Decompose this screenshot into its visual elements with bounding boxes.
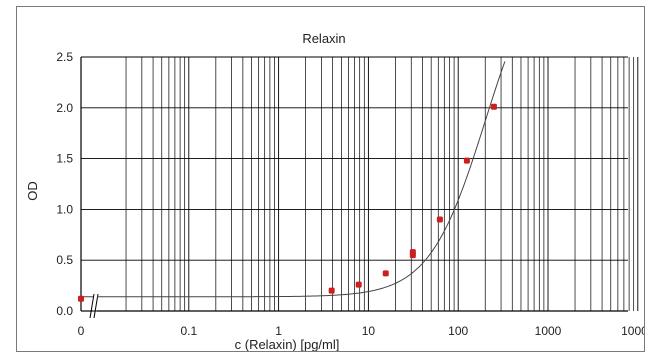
x-axis-label: c (Relaxin) [pg/ml]: [235, 337, 340, 351]
chart-title: Relaxin: [302, 31, 345, 46]
x-tick-label: 10: [362, 324, 376, 338]
y-tick-label: 2.5: [56, 50, 73, 64]
fit-curve-layer: [81, 61, 506, 298]
data-points: [78, 103, 497, 302]
x-tick-label: 10000: [621, 324, 644, 338]
x-tick-label: 0.1: [180, 324, 197, 338]
y-tick-labels: 0.0 0.5 1.0 1.5 2.0 2.5: [56, 50, 73, 318]
axes: [80, 56, 628, 319]
y-tick-label: 0.0: [56, 304, 73, 318]
data-point: [78, 295, 84, 302]
x-tick-label: 1: [275, 324, 282, 338]
chart: Relaxin 0 0.1 1 10 100 1000 10000 0.0 0.5 1.0 1.5…: [25, 31, 644, 351]
axis-break-mark: [89, 293, 95, 319]
fit-curve: [81, 61, 506, 298]
data-point: [463, 157, 470, 164]
y-tick-label: 1.0: [56, 202, 73, 216]
data-point: [328, 287, 335, 294]
data-point: [355, 281, 362, 288]
x-tick-label: 1000: [535, 324, 562, 338]
chart-frame: Relaxin 0 0.1 1 10 100 1000 10000 0.0 0.5 1.0 1.5…: [16, 6, 645, 352]
x-tick-labels: 0 0.1 1 10 100 1000 10000: [78, 324, 644, 338]
y-tick-label: 2.0: [56, 101, 73, 115]
y-tick-label: 0.5: [56, 253, 73, 267]
axis-break-mark: [93, 293, 99, 319]
x-tick-label: 100: [448, 324, 468, 338]
grid: [81, 56, 639, 312]
data-point: [409, 249, 416, 256]
y-tick-label: 1.5: [56, 152, 73, 166]
data-point: [382, 270, 389, 277]
y-axis-label: OD: [25, 181, 40, 201]
data-point: [490, 103, 497, 110]
data-point: [436, 216, 443, 223]
x-tick-label: 0: [78, 324, 85, 338]
